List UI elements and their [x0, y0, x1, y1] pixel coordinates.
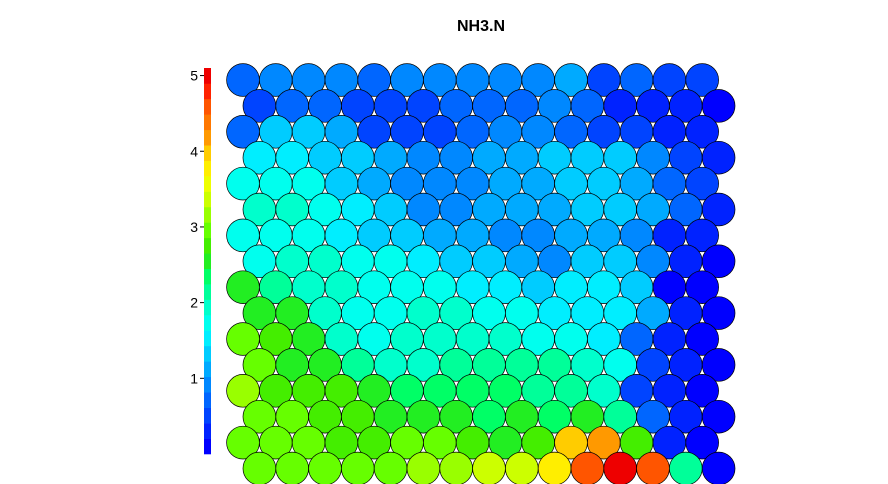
som-node [701, 89, 736, 123]
som-node [685, 218, 719, 253]
colorbar-tick-label: 2 [190, 295, 198, 311]
som-node [570, 451, 605, 484]
som-node [275, 451, 309, 484]
som-node [701, 244, 736, 279]
colorbar-segment [204, 253, 211, 270]
som-node [341, 451, 375, 484]
colorbar-segment [204, 206, 211, 223]
colorbar-segment [204, 407, 211, 424]
som-node [373, 451, 408, 484]
som-node [685, 374, 719, 408]
colorbar-segment [204, 315, 211, 331]
colorbar-segment [204, 392, 211, 408]
som-node [701, 399, 736, 434]
chart-title: NH3.N [457, 18, 505, 35]
colorbar-segment [204, 114, 211, 131]
colorbar-segment [204, 129, 211, 146]
colorbar-segment [204, 98, 211, 115]
colorbar-tick-label: 1 [190, 370, 198, 386]
colorbar-segment [204, 145, 211, 161]
colorbar-segment [204, 191, 211, 208]
som-node [636, 451, 670, 484]
colorbar-ticks: 1 2 3 4 5 [190, 68, 204, 386]
colorbar [204, 68, 211, 455]
colorbar-segment [204, 423, 211, 439]
som-node [685, 63, 719, 97]
som-node [537, 451, 572, 484]
colorbar-segment [204, 284, 211, 300]
colorbar-segment [204, 299, 211, 316]
colorbar-segment [204, 237, 211, 254]
som-node [472, 451, 506, 484]
colorbar-segment [204, 222, 211, 239]
som-node [685, 425, 719, 460]
som-node [685, 115, 719, 149]
som-node [701, 296, 736, 330]
colorbar-tick-label: 5 [190, 68, 198, 84]
colorbar-tick-label: 3 [190, 219, 198, 235]
colorbar-segment [204, 345, 211, 362]
som-node [242, 451, 277, 484]
colorbar-segment [204, 83, 211, 100]
som-node [406, 451, 441, 484]
colorbar-segment [204, 176, 211, 192]
colorbar-segment [204, 361, 211, 378]
som-node [308, 451, 342, 484]
som-node [685, 322, 719, 356]
colorbar-segment [204, 438, 211, 455]
som-grid [226, 63, 736, 484]
som-node [669, 451, 703, 484]
som-node [701, 192, 736, 227]
som-node [701, 451, 736, 484]
som-node [603, 451, 637, 484]
som-node [439, 451, 473, 484]
colorbar-segment [204, 68, 211, 84]
colorbar-segment [204, 376, 211, 393]
som-node [685, 270, 719, 304]
som-node [505, 451, 539, 484]
colorbar-segment [204, 160, 211, 177]
colorbar-tick-label: 4 [190, 143, 198, 159]
som-node [701, 348, 736, 382]
colorbar-segment [204, 268, 211, 285]
som-node [685, 166, 719, 201]
som-node [701, 140, 736, 175]
colorbar-segment [204, 330, 211, 347]
